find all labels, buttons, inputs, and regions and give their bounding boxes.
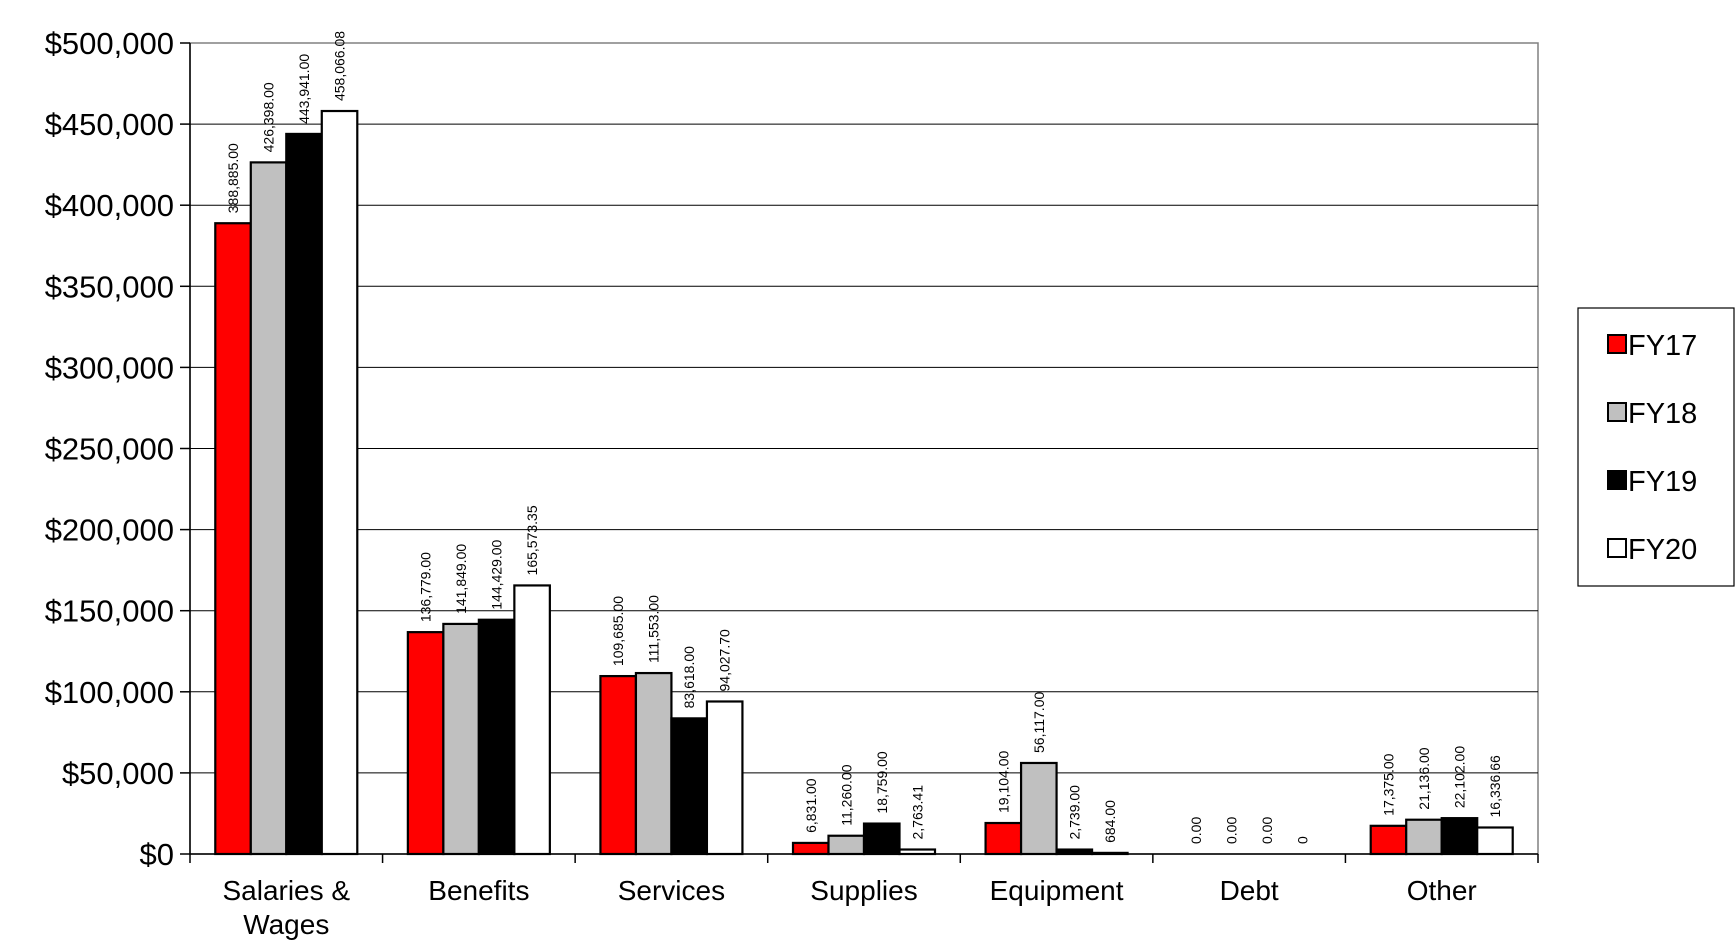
legend-label-fy19: FY19: [1628, 466, 1697, 498]
bar-fy17: [1369, 824, 1408, 856]
y-tick-label: $450,000: [45, 107, 174, 142]
y-tick-label: $250,000: [45, 432, 174, 467]
data-label: 684.00: [1102, 800, 1118, 843]
bar-fy17: [984, 821, 1023, 856]
data-label: 144,429.00: [489, 539, 505, 609]
x-tick-label-line: Other: [1407, 875, 1477, 906]
x-tick-label: Supplies: [810, 875, 917, 906]
data-label: 18,759.00: [874, 751, 890, 813]
data-label: 0: [1294, 836, 1310, 844]
bar-fy19: [285, 132, 323, 856]
bar-fy18: [442, 622, 480, 856]
x-tick-label: Services: [618, 875, 725, 906]
data-labels: 388,885.00 426,398.00 443,941.00 458,066.08…: [225, 31, 1503, 844]
legend-swatch-fy19: [1607, 470, 1627, 490]
bar-fy18: [827, 834, 866, 856]
data-label: 0.00: [1188, 817, 1204, 844]
bar-fy20: [705, 700, 744, 856]
bars: [214, 109, 1514, 856]
x-axis: Salaries & Wages Benefits Services Supplies E…: [189, 853, 1539, 940]
bar-fy17: [599, 674, 638, 856]
data-label: 83,618.00: [681, 646, 697, 708]
data-label: 109,685.00: [610, 596, 626, 666]
data-label: 94,027.70: [717, 629, 733, 691]
y-tick-label: $500,000: [45, 26, 174, 61]
data-label: 11,260.00: [838, 764, 854, 825]
y-tick-label: $50,000: [62, 756, 174, 791]
bar-fy18: [249, 161, 288, 856]
data-label: 165,573.35: [524, 505, 540, 575]
legend-box: [1577, 307, 1735, 587]
legend-swatch-fy17: [1607, 334, 1627, 354]
y-tick-label: $200,000: [45, 513, 174, 548]
y-tick-label: $100,000: [45, 675, 174, 710]
legend-label-fy20: FY20: [1628, 534, 1697, 566]
data-label: 136,779.00: [418, 552, 434, 622]
bar-fy18: [1405, 818, 1443, 856]
bar-fy19: [670, 717, 709, 856]
data-label: 388,885.00: [225, 143, 241, 213]
x-tick-label: Equipment: [990, 875, 1124, 906]
y-tick-label: $400,000: [45, 188, 174, 223]
y-tick-label: $150,000: [45, 594, 174, 629]
data-label: 0.00: [1259, 817, 1275, 844]
data-label: 2,739.00: [1066, 785, 1082, 840]
legend-label-fy18: FY18: [1628, 398, 1697, 430]
data-label: 443,941.00: [296, 54, 312, 124]
legend: FY17 FY18 FY19 FY20: [1577, 307, 1735, 587]
bar-fy20: [513, 584, 551, 856]
x-tick-label-line: Salaries &: [222, 875, 350, 906]
data-label: 21,136.00: [1416, 747, 1432, 809]
y-tick-label: $0: [140, 837, 174, 872]
bar-fy18: [634, 671, 673, 856]
x-tick-label-line: Services: [618, 875, 725, 906]
data-label: 141,849.00: [453, 544, 469, 614]
x-tick-label: Debt: [1220, 875, 1279, 906]
bar-fy20: [1476, 826, 1514, 856]
data-label: 16,336.66: [1487, 755, 1503, 817]
bar-fy19: [862, 822, 901, 856]
y-axis: $0 $50,000 $100,000 $150,000 $200,000 $250,00…: [45, 26, 191, 872]
data-label: 22,102.00: [1451, 746, 1467, 808]
bar-fy17: [791, 841, 830, 856]
x-tick-label: Benefits: [428, 875, 529, 906]
data-label: 111,553.00: [646, 595, 662, 663]
legend-label-fy17: FY17: [1628, 330, 1697, 362]
data-label: 6,831.00: [803, 778, 819, 833]
data-label: 426,398.00: [261, 82, 277, 152]
data-label: 17,375.00: [1380, 753, 1396, 815]
x-tick-label-line: Benefits: [428, 875, 529, 906]
bar-fy20: [320, 109, 359, 856]
x-tick-label-line: Wages: [243, 909, 329, 940]
bar-fy19: [1440, 817, 1479, 856]
gridlines: [189, 42, 1539, 855]
x-tick-label: Salaries & Wages: [222, 875, 350, 940]
data-label: 19,104.00: [995, 751, 1011, 813]
bar-fy17: [406, 631, 445, 856]
y-tick-label: $300,000: [45, 350, 174, 385]
bar-fy18: [1019, 761, 1058, 856]
x-tick-label-line: Debt: [1220, 875, 1279, 906]
bar-fy17: [214, 222, 252, 856]
x-tick-label-line: Equipment: [990, 875, 1124, 906]
data-label: 2,763.41: [909, 785, 925, 840]
legend-swatch-fy20: [1607, 538, 1627, 558]
bar-fy19: [477, 618, 516, 856]
x-tick-label-line: Supplies: [810, 875, 917, 906]
data-label: 56,117.00: [1031, 692, 1047, 753]
y-tick-label: $350,000: [45, 269, 174, 304]
data-label: 0.00: [1223, 817, 1239, 844]
x-tick-label: Other: [1407, 875, 1477, 906]
legend-swatch-fy18: [1607, 402, 1627, 422]
data-label: 458,066.08: [332, 31, 348, 101]
